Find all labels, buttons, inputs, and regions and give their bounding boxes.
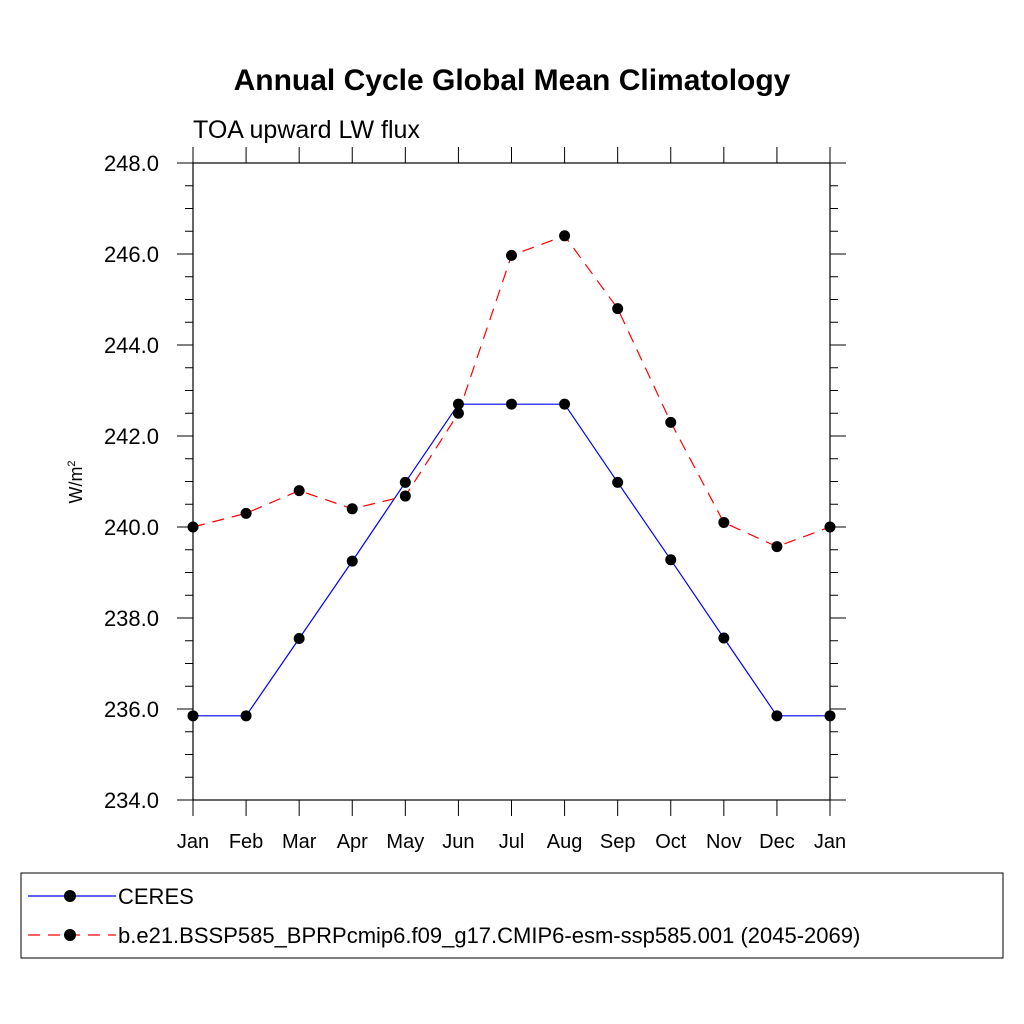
x-tick-label: Sep <box>600 831 636 853</box>
data-point-1 <box>665 416 677 428</box>
data-point-0 <box>293 632 305 644</box>
data-point-0 <box>506 398 517 410</box>
x-tick-label: Dec <box>759 831 795 853</box>
data-point-1 <box>559 230 571 242</box>
data-point-1 <box>718 516 730 528</box>
y-tick-label: 246.0 <box>104 242 159 267</box>
data-point-1 <box>240 507 252 519</box>
x-tick-label: Mar <box>282 831 317 853</box>
data-point-1 <box>824 521 836 533</box>
y-tick-label: 234.0 <box>104 788 159 813</box>
data-point-0 <box>559 398 571 410</box>
data-point-0 <box>187 710 199 722</box>
data-point-0 <box>452 398 464 410</box>
data-point-0 <box>240 710 252 722</box>
legend-entry-model: b.e21.BSSP585_BPRPcmip6.f09_g17.CMIP6-es… <box>28 923 860 948</box>
data-point-1 <box>399 490 411 502</box>
legend-label-model: b.e21.BSSP585_BPRPcmip6.f09_g17.CMIP6-es… <box>118 923 860 948</box>
x-tick-label: Jan <box>177 831 209 853</box>
y-tick-label: 248.0 <box>104 151 159 176</box>
data-point-1 <box>346 503 358 515</box>
x-tick-labels: Jan Feb Mar Apr May Jun Jul Aug Sep Oct Nov Dec Jan <box>177 831 846 853</box>
series-line-0 <box>193 403 830 717</box>
y-tick-label: 242.0 <box>104 424 159 449</box>
y-axis-label: W/m2 <box>66 460 86 503</box>
data-point-1 <box>452 407 464 419</box>
x-tick-label: Feb <box>229 831 263 853</box>
legend-marker-ceres <box>64 890 76 902</box>
chart-title: Annual Cycle Global Mean Climatology <box>234 64 791 97</box>
series-lines <box>192 235 831 717</box>
x-tick-label: Jun <box>442 831 474 853</box>
data-point-0 <box>824 710 836 722</box>
x-tick-label: Jul <box>499 831 525 853</box>
x-tick-label: Aug <box>547 831 583 853</box>
data-point-1 <box>187 521 199 533</box>
data-point-0 <box>718 632 730 644</box>
data-point-0 <box>346 555 358 567</box>
x-tick-label: May <box>386 831 424 853</box>
data-point-1 <box>506 249 517 261</box>
legend-box <box>20 872 1004 959</box>
x-tick-label: Oct <box>655 831 687 853</box>
series-points <box>187 230 836 722</box>
y-tick-labels: 234.0 236.0 238.0 240.0 242.0 244.0 246.0 248.0 <box>104 151 159 813</box>
y-tick-label: 240.0 <box>104 515 159 540</box>
data-point-1 <box>771 541 783 553</box>
data-point-0 <box>612 476 624 488</box>
x-tick-label: Jan <box>814 831 846 853</box>
data-point-0 <box>665 554 677 566</box>
x-tick-label: Nov <box>706 831 742 853</box>
axis-ticks <box>177 147 846 816</box>
data-point-0 <box>399 476 411 488</box>
legend-marker-model <box>64 929 76 941</box>
x-tick-label: Apr <box>337 831 368 853</box>
data-point-0 <box>771 710 783 722</box>
y-tick-label: 236.0 <box>104 697 159 722</box>
y-tick-label: 244.0 <box>104 333 159 358</box>
data-point-1 <box>293 485 305 497</box>
y-tick-label: 238.0 <box>104 606 159 631</box>
data-point-1 <box>612 303 624 315</box>
series-line-1 <box>192 235 831 548</box>
legend-label-ceres: CERES <box>118 884 194 909</box>
legend-entry-ceres: CERES <box>28 884 194 909</box>
chart-subtitle: TOA upward LW flux <box>193 116 420 144</box>
